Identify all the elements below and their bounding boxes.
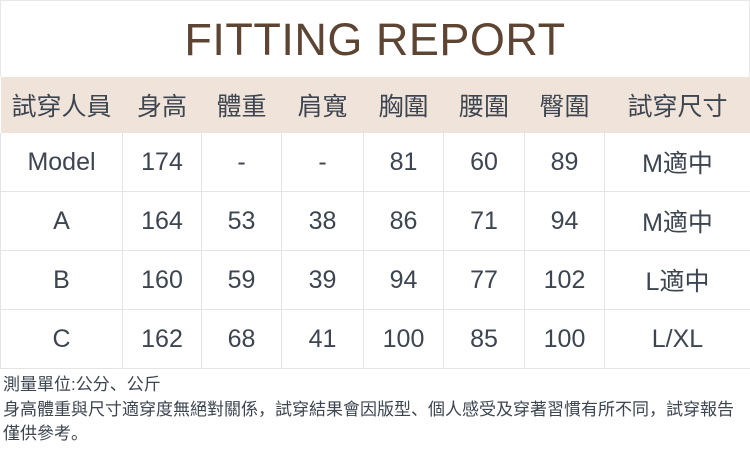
column-header-shoulder: 肩寬 <box>297 93 348 121</box>
cell-person: C <box>0 309 123 369</box>
column-header-bust: 胸圍 <box>378 93 429 121</box>
cell-waist: 85 <box>443 309 525 369</box>
cell-hip: 94 <box>524 191 605 251</box>
report-title-bar: FITTING REPORT <box>0 0 750 77</box>
column-header-waist: 腰圍 <box>458 93 509 121</box>
table-header: 試穿人員 身高 體重 肩寬 胸圍 腰圍 臀圍 試穿尺寸 <box>0 77 750 133</box>
cell-shoulder: 41 <box>281 309 364 369</box>
table-row: A 164 53 38 86 71 94 M適中 <box>0 191 750 251</box>
column-header-person: 試穿人員 <box>11 93 112 121</box>
cell-hip: 89 <box>524 133 605 192</box>
column-header-weight: 體重 <box>216 93 267 121</box>
cell-shoulder: - <box>281 133 364 192</box>
cell-bust: 86 <box>363 191 444 251</box>
cell-waist: 77 <box>443 250 525 310</box>
cell-size: L/XL <box>604 309 750 369</box>
cell-waist: 60 <box>443 133 525 192</box>
cell-bust: 100 <box>363 309 444 369</box>
cell-bust: 81 <box>363 133 444 192</box>
column-header-hip: 臀圍 <box>539 93 590 121</box>
cell-height: 160 <box>122 250 202 310</box>
cell-person: B <box>0 250 123 310</box>
column-header-height: 身高 <box>136 93 187 121</box>
column-header-size: 試穿尺寸 <box>627 93 728 121</box>
cell-shoulder: 39 <box>281 250 364 310</box>
cell-person: A <box>0 191 123 251</box>
table-header-row: 試穿人員 身高 體重 肩寬 胸圍 腰圍 臀圍 試穿尺寸 <box>0 77 750 133</box>
cell-hip: 102 <box>524 250 605 310</box>
table-row: C 162 68 41 100 85 100 L/XL <box>0 309 750 369</box>
cell-height: 162 <box>122 309 202 369</box>
cell-weight: 53 <box>201 191 282 251</box>
note-disclaimer: 身高體重與尺寸適穿度無絕對關係，試穿結果會因版型、個人感受及穿著習慣有所不同，試… <box>3 399 734 444</box>
cell-weight: 59 <box>201 250 282 310</box>
cell-weight: - <box>201 133 282 192</box>
table-row: B 160 59 39 94 77 102 L適中 <box>0 250 750 310</box>
cell-size: L適中 <box>604 250 750 310</box>
note-measurement-unit: 測量單位:公分、公斤 <box>3 375 161 394</box>
cell-shoulder: 38 <box>281 191 364 251</box>
cell-hip: 100 <box>524 309 605 369</box>
page-title: FITTING REPORT <box>184 13 566 65</box>
cell-size: M適中 <box>604 191 750 251</box>
cell-height: 174 <box>122 133 202 192</box>
table-row: Model 174 - - 81 60 89 M適中 <box>0 133 750 192</box>
measurement-notes: 測量單位:公分、公斤 身高體重與尺寸適穿度無絕對關係，試穿結果會因版型、個人感受… <box>0 369 750 447</box>
cell-height: 164 <box>122 191 202 251</box>
table-body: Model 174 - - 81 60 89 M適中 A 164 53 38 8… <box>0 133 750 369</box>
cell-person: Model <box>0 133 123 192</box>
cell-weight: 68 <box>201 309 282 369</box>
fitting-report-table: 試穿人員 身高 體重 肩寬 胸圍 腰圍 臀圍 試穿尺寸 Model 174 - … <box>0 77 750 369</box>
cell-size: M適中 <box>604 133 750 192</box>
cell-bust: 94 <box>363 250 444 310</box>
cell-waist: 71 <box>443 191 525 251</box>
